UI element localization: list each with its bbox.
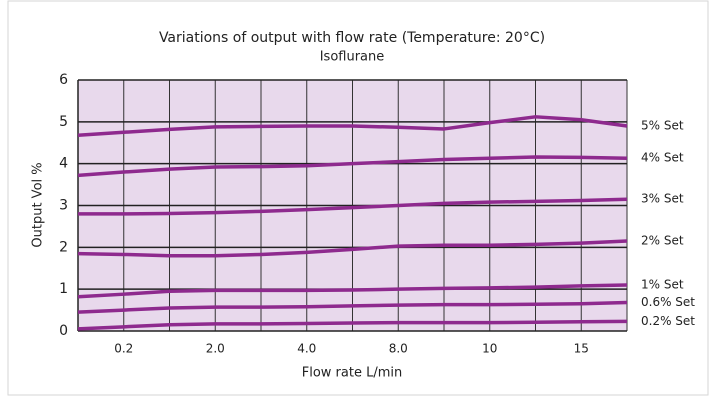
chart-title: Variations of output with flow rate (Tem…	[159, 30, 545, 46]
y-tick-label: 5	[59, 114, 68, 130]
series-line	[77, 300, 628, 314]
series-label: 4% Set	[641, 151, 684, 165]
x-tick-label: 4.0	[297, 342, 316, 356]
series-line	[78, 197, 628, 216]
series-line	[77, 239, 628, 258]
y-axis-label: Output Vol %	[31, 162, 46, 247]
y-tick-label: 0	[59, 323, 68, 339]
series-line	[77, 319, 628, 331]
series-label: 5% Set	[641, 119, 684, 133]
y-tick-label: 1	[59, 281, 68, 297]
x-tick-label: 2.0	[206, 342, 225, 356]
x-tick-label: 15	[574, 342, 589, 356]
y-tick-label: 4	[59, 156, 68, 172]
series-label: 0.6% Set	[641, 295, 695, 309]
series-label: 2% Set	[641, 234, 684, 248]
series-label: 0.2% Set	[641, 314, 695, 328]
x-tick-label: 0.2	[114, 342, 133, 356]
series-label: 3% Set	[641, 192, 684, 206]
x-tick-label: 10	[482, 342, 497, 356]
chart-subtitle: Isoflurane	[320, 50, 385, 65]
x-tick-label: 8.0	[389, 342, 408, 356]
y-tick-label: 2	[59, 239, 68, 255]
x-axis-label: Flow rate L/min	[302, 366, 402, 381]
series-line	[77, 155, 628, 178]
series-label: 1% Set	[641, 277, 684, 291]
y-tick-label: 6	[59, 72, 68, 88]
y-tick-label: 3	[59, 198, 68, 214]
series-line	[77, 115, 628, 137]
series-line	[77, 283, 628, 299]
